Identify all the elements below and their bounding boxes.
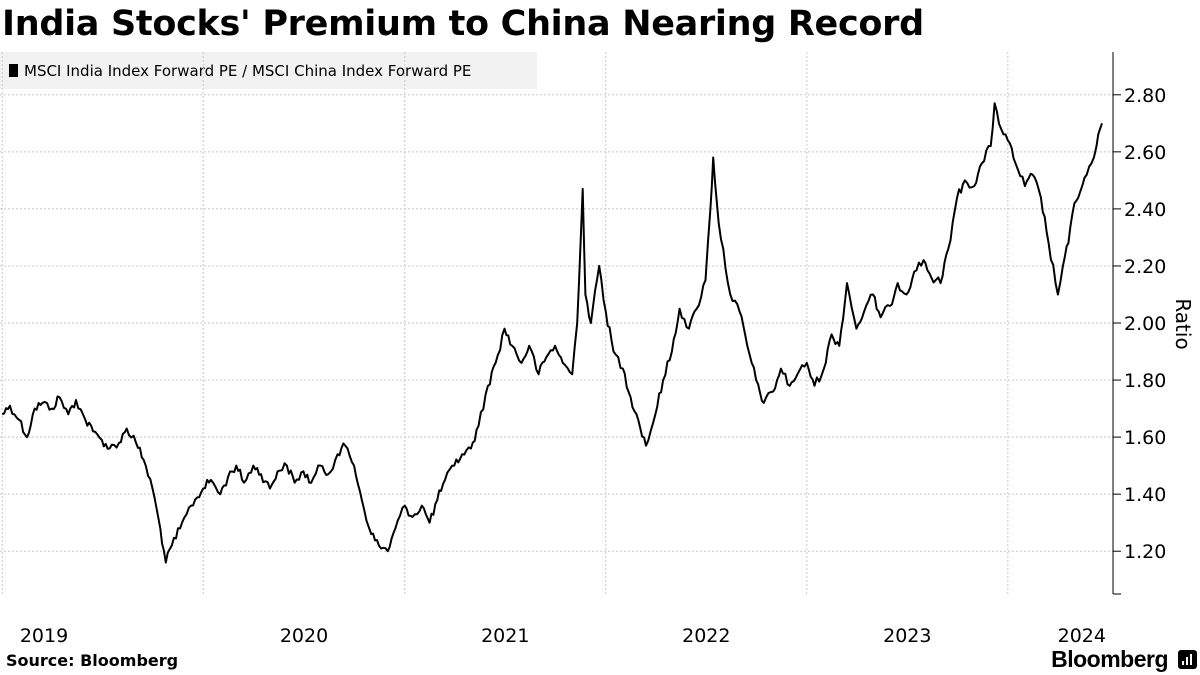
chart-title: India Stocks' Premium to China Nearing R…: [2, 4, 924, 44]
x-tick-label: 2021: [481, 625, 529, 647]
brand-logo: Bloomberg: [1051, 646, 1168, 672]
y-tick-label: 2.20: [1124, 256, 1166, 278]
axes: [1112, 52, 1121, 595]
y-tick-label: 2.60: [1124, 142, 1166, 164]
bar-chart-icon: [1178, 650, 1197, 669]
y-tick-label: 1.20: [1124, 541, 1166, 563]
x-tick-labels: 2019 2020 2021 2022 2023 2024: [20, 625, 1106, 647]
y-tick-label: 2.00: [1124, 313, 1166, 335]
legend-label: MSCI India Index Forward PE / MSCI China…: [24, 61, 472, 80]
y-tick-label: 2.40: [1124, 199, 1166, 221]
x-tick-label: 2022: [682, 625, 730, 647]
gridlines: [0, 52, 1113, 594]
y-tick-label: 1.40: [1124, 484, 1166, 506]
x-tick-label: 2020: [280, 625, 328, 647]
series-line-india-china-pe-ratio: [1, 102, 1103, 564]
y-tick-label: 1.80: [1124, 370, 1166, 392]
y-tick-label: 1.60: [1124, 427, 1166, 449]
x-tick-label: 2024: [1058, 625, 1106, 647]
source-note: Source: Bloomberg: [6, 651, 179, 670]
legend-swatch: [9, 64, 18, 77]
legend: MSCI India Index Forward PE / MSCI China…: [0, 52, 537, 89]
y-axis-label: Ratio: [1171, 298, 1195, 349]
y-tick-label: 2.80: [1124, 85, 1166, 107]
y-tick-labels: 1.20 1.40 1.60 1.80 2.00 2.20 2.40 2.60 2.80: [1124, 85, 1166, 563]
x-tick-label: 2019: [20, 625, 68, 647]
x-tick-label: 2023: [883, 625, 931, 647]
series-group: [1, 102, 1103, 564]
